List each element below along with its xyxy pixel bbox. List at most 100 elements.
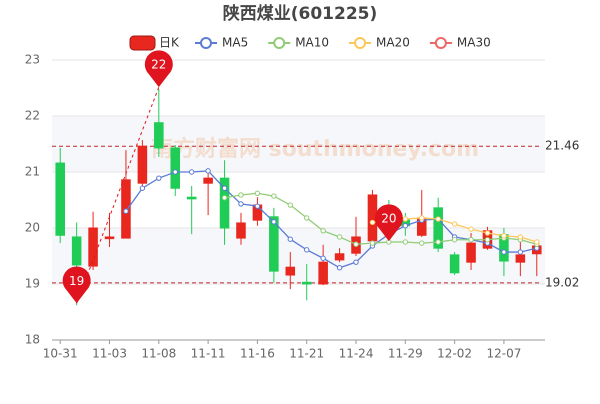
candle-body xyxy=(137,145,148,184)
legend-label: MA20 xyxy=(376,36,410,50)
ma-point xyxy=(402,239,409,245)
ma-point xyxy=(484,237,491,243)
candle-body xyxy=(318,261,328,285)
candle-body xyxy=(170,147,181,189)
candle-body xyxy=(219,177,230,229)
ma-point xyxy=(517,249,524,255)
ma-point xyxy=(304,215,310,221)
candle-body xyxy=(71,236,82,266)
y-tick-label: 23 xyxy=(25,53,40,67)
candle-body xyxy=(269,216,279,272)
y-tick-label: 22 xyxy=(25,109,40,123)
x-tick-label: 11-08 xyxy=(141,347,176,361)
y-tick-label: 18 xyxy=(25,333,40,347)
x-tick-label: 12-07 xyxy=(486,347,521,361)
ma-point xyxy=(468,237,474,243)
x-tick-label: 11-21 xyxy=(289,347,324,361)
ma-point xyxy=(238,201,244,207)
reference-label: 21.46 xyxy=(545,139,579,153)
marker-label: 19 xyxy=(69,274,84,288)
ma-point xyxy=(271,193,277,199)
candle-body xyxy=(154,122,164,149)
ma-point xyxy=(188,169,195,175)
ma-point xyxy=(534,239,540,245)
x-tick-label: 11-29 xyxy=(388,347,423,361)
ma-point xyxy=(451,237,458,243)
candle-body xyxy=(285,266,296,276)
ma-point xyxy=(172,169,178,175)
reference-label: 19.02 xyxy=(545,275,579,289)
candle-body xyxy=(301,281,312,285)
x-tick-label: 10-31 xyxy=(43,347,78,361)
marker-pin xyxy=(62,266,91,304)
ma-point xyxy=(517,234,524,240)
ma-point xyxy=(402,223,409,229)
ma-point xyxy=(501,249,507,255)
ma-point xyxy=(435,239,441,245)
grid-band xyxy=(52,228,545,284)
ma-point xyxy=(271,219,277,225)
ma-point xyxy=(254,190,261,196)
ma-point xyxy=(353,241,359,247)
ma-point xyxy=(336,265,343,271)
legend-label: MA10 xyxy=(295,36,329,50)
legend-icon xyxy=(200,37,212,49)
ma-point xyxy=(353,259,359,265)
ma-point xyxy=(254,203,261,209)
ma-point xyxy=(139,185,146,191)
candle-body xyxy=(515,254,526,263)
legend-icon xyxy=(354,37,367,49)
candle-body xyxy=(88,227,98,267)
candle-body xyxy=(236,222,246,239)
candle-body xyxy=(104,236,115,240)
ma-point xyxy=(369,240,376,246)
x-tick-label: 11-16 xyxy=(240,347,275,361)
legend-icon xyxy=(434,37,447,49)
candle-body xyxy=(449,254,460,274)
y-tick-label: 19 xyxy=(25,277,40,291)
ma-point xyxy=(287,236,293,242)
ma-point xyxy=(221,195,228,201)
ma-point xyxy=(484,230,491,236)
y-tick-label: 20 xyxy=(25,221,40,235)
ma-point xyxy=(336,234,343,240)
ma-line xyxy=(224,192,537,245)
marker-label: 20 xyxy=(381,212,396,226)
marker-connector xyxy=(76,86,160,304)
ma-point xyxy=(451,221,458,227)
watermark: 南方财富网 southmoney.com xyxy=(151,136,479,162)
x-tick-label: 11-24 xyxy=(339,347,374,361)
legend-icon xyxy=(273,37,286,49)
x-tick-label: 11-11 xyxy=(191,347,226,361)
ma-point xyxy=(419,215,425,221)
legend-icon xyxy=(129,35,156,51)
ma-point xyxy=(205,168,211,174)
y-tick-label: 21 xyxy=(25,165,40,179)
marker-pin xyxy=(144,50,173,88)
ma-point xyxy=(320,228,326,234)
ma-point xyxy=(402,216,409,222)
ma-point xyxy=(221,185,228,191)
ma-point xyxy=(123,208,129,214)
ma-point xyxy=(238,192,244,198)
candle-body xyxy=(466,242,476,263)
legend-label: 日K xyxy=(159,36,180,50)
marker-label: 22 xyxy=(151,58,166,72)
ma-point xyxy=(304,247,310,253)
ma-point xyxy=(369,219,376,226)
x-tick-label: 11-03 xyxy=(92,347,127,361)
ma-point xyxy=(156,175,162,181)
ma-point xyxy=(419,240,425,246)
ma-point xyxy=(501,233,507,239)
candle-body xyxy=(203,177,213,184)
ma-point xyxy=(320,255,326,261)
candle-body xyxy=(334,253,345,261)
legend-label: MA30 xyxy=(457,36,491,50)
x-tick-label: 12-02 xyxy=(437,347,472,361)
grid-band xyxy=(52,116,545,172)
ma-point xyxy=(468,226,474,232)
candle-body xyxy=(433,207,443,249)
marker-pin xyxy=(374,204,403,242)
ma-point xyxy=(287,202,293,208)
